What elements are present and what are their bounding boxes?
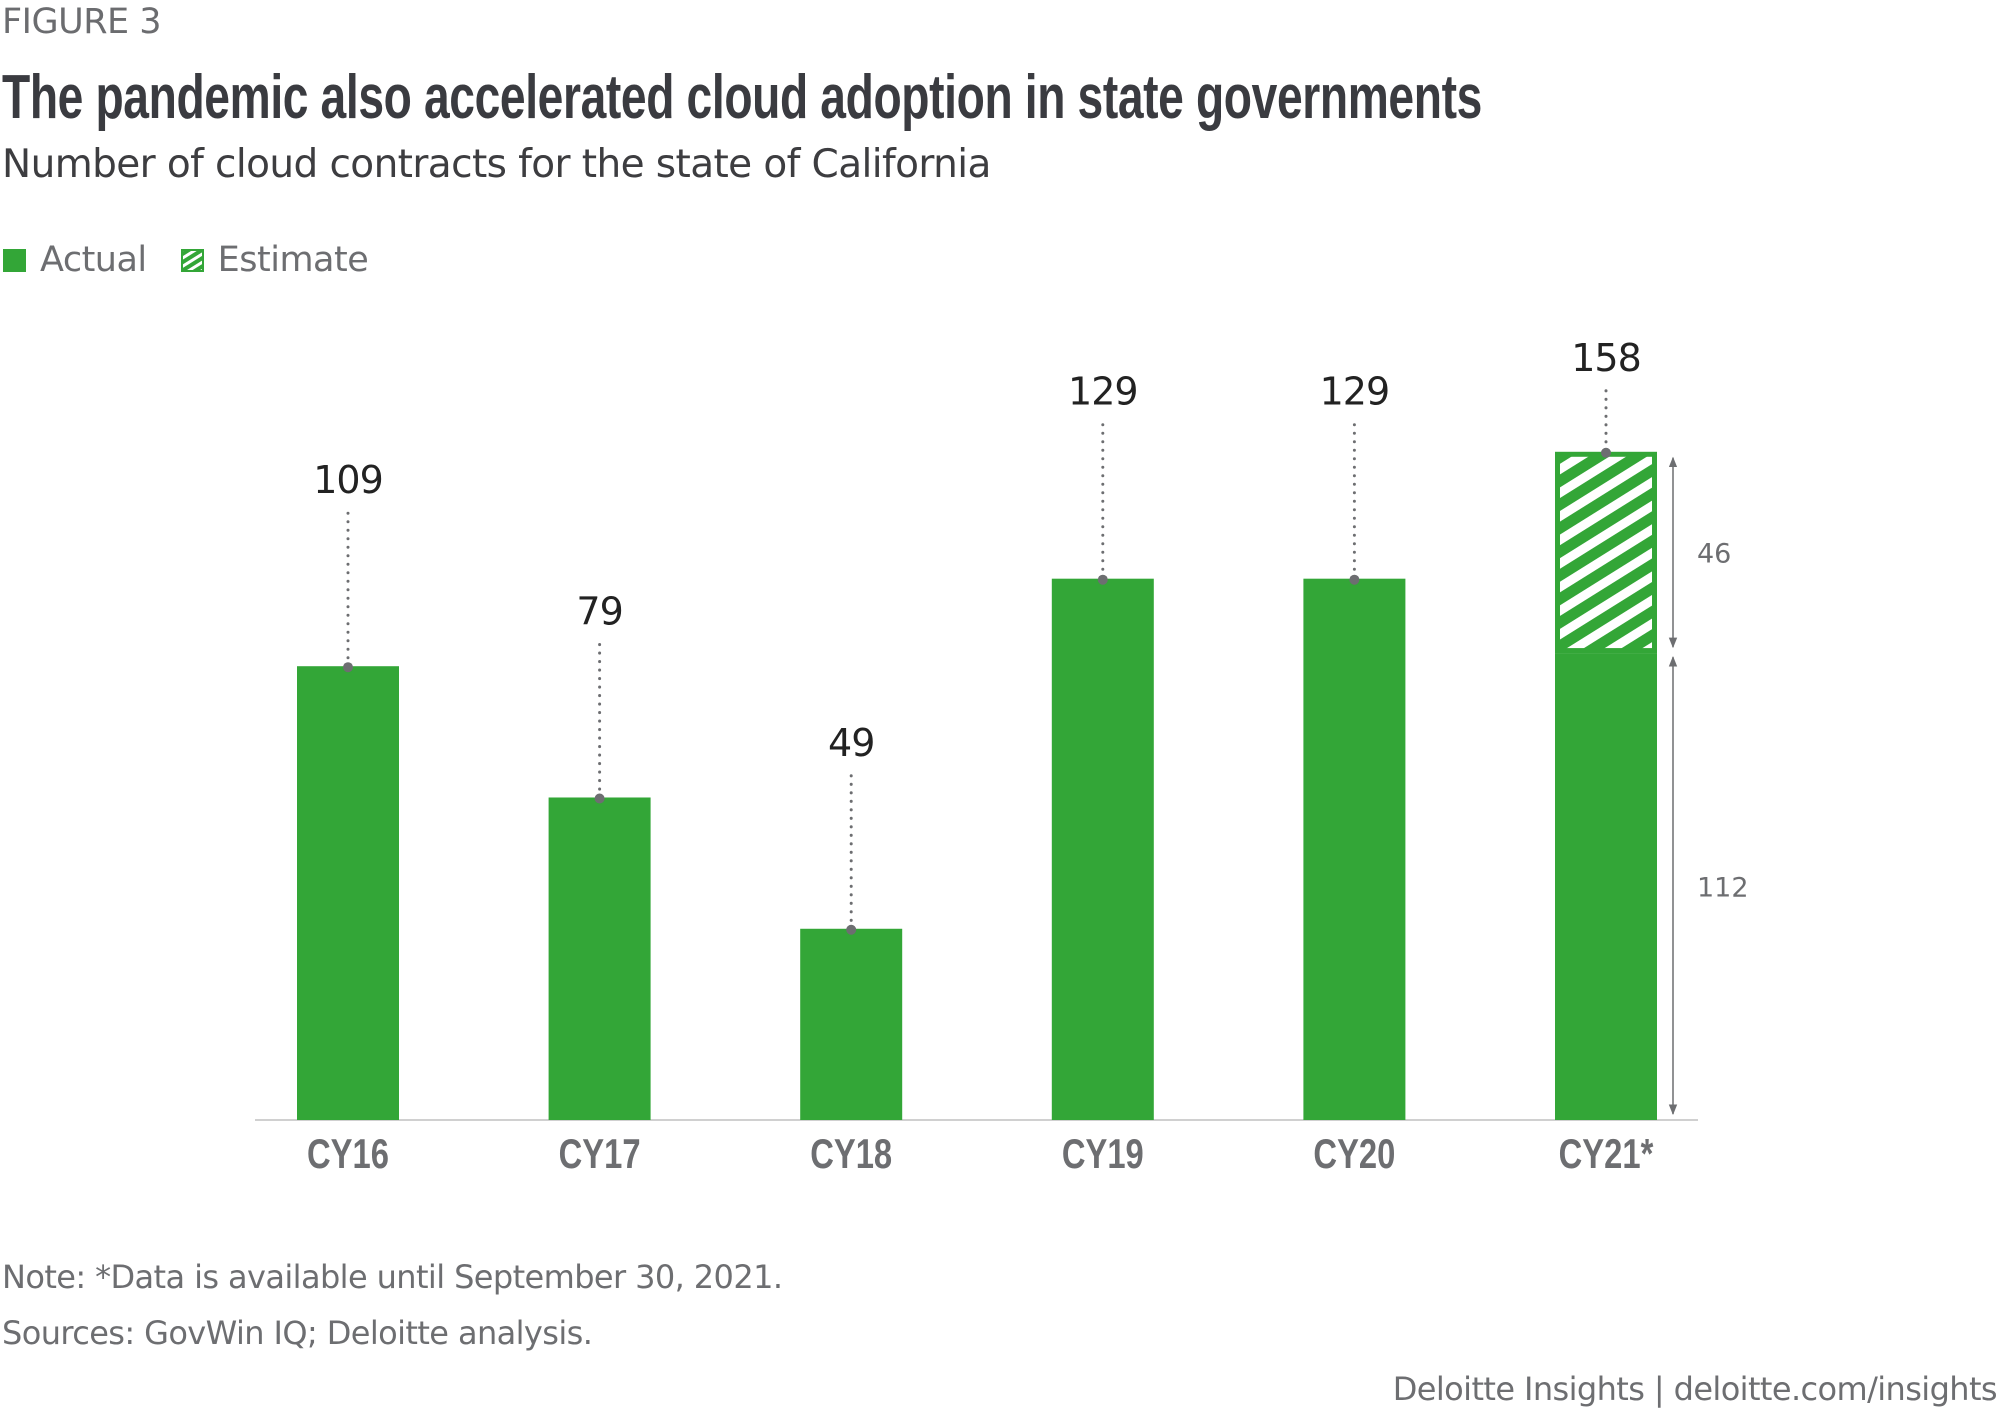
leader-dot — [594, 793, 605, 804]
category-label: CY19 — [1062, 1130, 1144, 1177]
legend-swatch-estimate — [180, 248, 204, 272]
value-label: 79 — [576, 589, 622, 633]
bar-estimate-cy21 — [1560, 456, 1652, 649]
legend: Actual Estimate — [3, 240, 402, 280]
publisher-credit: Deloitte Insights | deloitte.com/insight… — [1392, 1370, 1998, 1408]
value-label: 49 — [828, 721, 874, 765]
bar-actual-cy18 — [800, 928, 903, 1120]
leader-dot — [1349, 574, 1360, 585]
category-label: CY21* — [1559, 1130, 1654, 1177]
category-label: CY17 — [559, 1130, 641, 1177]
value-label: 129 — [1320, 370, 1390, 414]
bar-actual-cy17 — [548, 797, 651, 1120]
bar-actual-cy21 — [1555, 653, 1657, 1120]
category-label: CY18 — [810, 1130, 892, 1177]
value-label: 129 — [1068, 370, 1138, 414]
value-label: 158 — [1571, 336, 1641, 380]
value-labels-group: 109 79 49 129 129 158 — [313, 336, 1642, 935]
chart-title: The pandemic also accelerated cloud adop… — [2, 63, 1482, 132]
category-label: CY16 — [307, 1130, 389, 1177]
value-label: 109 — [313, 458, 383, 502]
bar-actual-cy20 — [1303, 578, 1406, 1120]
leader-dot — [1601, 447, 1611, 458]
category-labels-group: CY16 CY17 CY18 CY19 CY20 CY21* — [307, 1130, 1654, 1177]
figure-label: FIGURE 3 — [2, 2, 162, 42]
cy21-bracket-annotation: 46 112 — [1668, 456, 1749, 1116]
leader-dot — [846, 924, 857, 935]
sources: Sources: GovWin IQ; Deloitte analysis. — [2, 1314, 593, 1352]
bar-actual-cy19 — [1051, 578, 1154, 1120]
legend-label-actual: Actual — [40, 240, 147, 280]
chart-subtitle: Number of cloud contracts for the state … — [2, 142, 991, 187]
bars-group — [297, 451, 1657, 1120]
legend-swatch-actual — [3, 248, 26, 272]
footnote: Note: *Data is available until September… — [2, 1258, 783, 1296]
leader-dot — [343, 662, 353, 673]
legend-label-estimate: Estimate — [217, 240, 369, 280]
bracket-label-actual: 112 — [1697, 873, 1749, 904]
category-label: CY20 — [1313, 1130, 1395, 1177]
bracket-label-estimate: 46 — [1697, 538, 1731, 569]
bar-actual-cy16 — [297, 666, 399, 1120]
leader-dot — [1097, 574, 1108, 585]
